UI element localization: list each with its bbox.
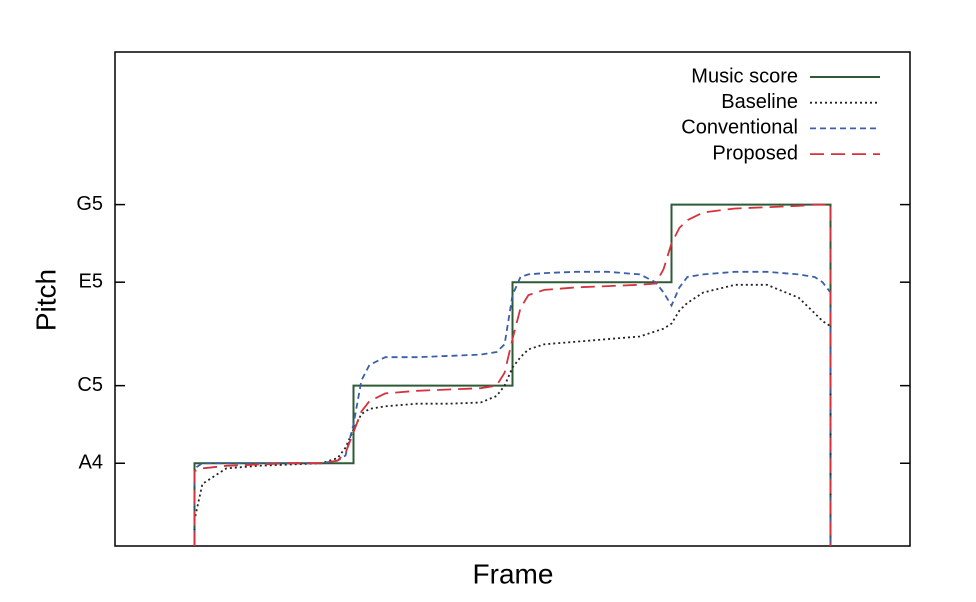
y-tick-label: C5 [77,374,103,396]
x-axis-title: Frame [473,558,554,589]
y-tick-label: A4 [79,452,103,474]
legend-label: Conventional [681,117,798,139]
legend-label: Music score [691,65,798,87]
series-line [193,283,832,546]
y-axis-title: Pitch [30,269,61,331]
y-tick-label: G5 [76,193,103,215]
legend-label: Proposed [712,142,798,164]
series-line [193,203,832,546]
y-tick-label: E5 [79,270,103,292]
series-line [193,203,832,546]
legend-label: Baseline [721,91,798,113]
plot-frame [114,51,911,547]
